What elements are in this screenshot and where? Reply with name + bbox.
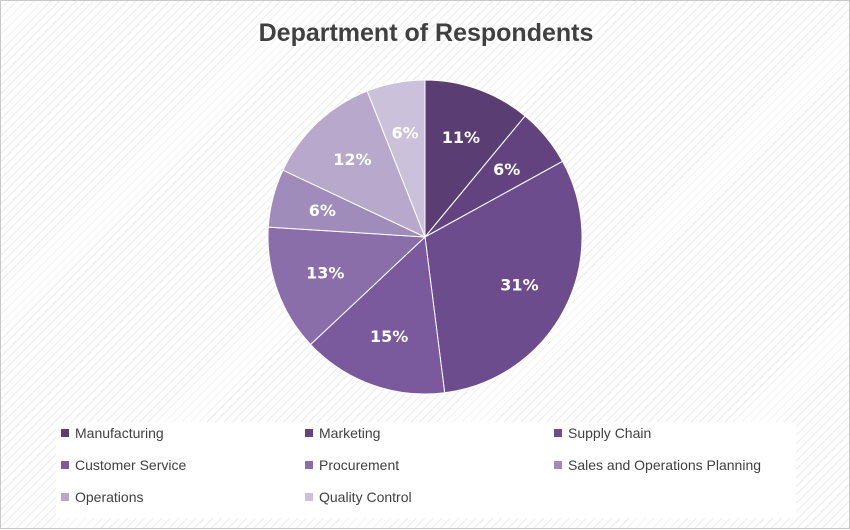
legend-label: Supply Chain (568, 425, 652, 441)
legend-label: Customer Service (75, 457, 187, 473)
legend-swatch (61, 493, 69, 501)
data-label: 13% (306, 263, 344, 282)
legend-item: Supply Chain (554, 425, 651, 441)
pie-slice-supply-chain (424, 160, 583, 394)
pie-slice-quality-control (366, 79, 426, 238)
legend-label: Marketing (319, 425, 381, 441)
legend-item: Marketing (305, 425, 380, 441)
data-label: 6% (309, 201, 336, 220)
legend-swatch (554, 429, 562, 437)
legend-label: Operations (75, 489, 144, 505)
data-label: 6% (493, 160, 520, 179)
data-label: 15% (370, 327, 408, 346)
legend-swatch (61, 429, 69, 437)
legend-swatch (305, 429, 313, 437)
legend-swatch (305, 461, 313, 469)
legend-swatch (61, 461, 69, 469)
legend-item: Quality Control (305, 489, 412, 505)
legend-label: Sales and Operations Planning (568, 457, 762, 473)
legend-item: Manufacturing (61, 425, 164, 441)
legend: Manufacturing Marketing Supply Chain Custom… (56, 422, 796, 518)
pie-slice-customer-service (309, 235, 446, 395)
legend-swatch (554, 461, 562, 469)
legend-item: Operations (61, 489, 143, 505)
chart-title: Department of Respondents (258, 19, 594, 47)
data-label: 31% (500, 276, 538, 295)
data-label: 6% (392, 123, 419, 142)
legend-item: Sales and Operations Planning (554, 457, 761, 473)
legend-label: Manufacturing (75, 425, 164, 441)
legend-label: Procurement (319, 457, 400, 473)
pie-slice-procurement (267, 226, 427, 346)
legend-item: Procurement (305, 457, 399, 473)
legend-item: Customer Service (61, 457, 186, 473)
legend-swatch (305, 493, 313, 501)
pie-slice-manufacturing (424, 79, 526, 239)
data-label: 11% (442, 128, 480, 147)
pie-slice-operations (282, 90, 426, 238)
legend-label: Quality Control (319, 489, 412, 505)
data-label: 12% (333, 150, 371, 169)
